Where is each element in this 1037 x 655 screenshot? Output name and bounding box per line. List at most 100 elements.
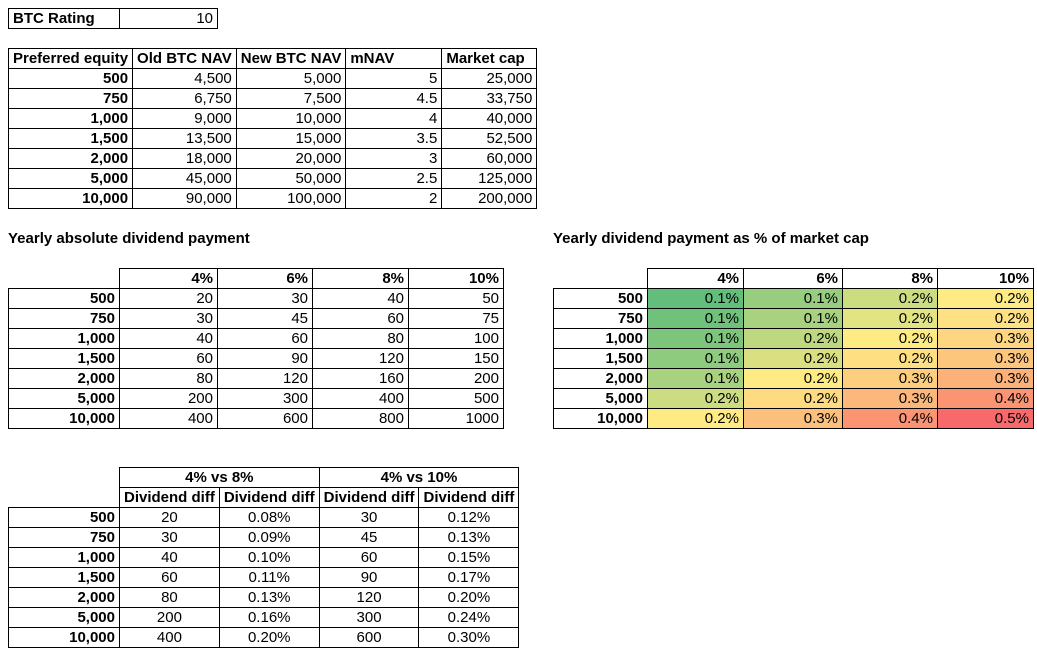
row-label-cell[interactable]: 1,000 (553, 328, 648, 349)
value-cell[interactable]: 4 (345, 108, 443, 129)
value-cell[interactable]: 600 (217, 408, 313, 429)
row-label-cell[interactable]: 10,000 (553, 408, 648, 429)
row-label-cell[interactable]: 5,000 (7, 168, 134, 189)
value-cell[interactable]: 4.5 (345, 88, 443, 109)
value-cell[interactable]: 90 (217, 348, 313, 369)
value-cell[interactable]: 45 (217, 308, 313, 329)
value-cell[interactable]: 800 (312, 408, 409, 429)
column-header-old-btc-nav[interactable]: Old BTC NAV (132, 48, 237, 69)
column-header-8pct[interactable]: 8% (842, 268, 938, 289)
value-cell[interactable]: 40,000 (441, 108, 538, 129)
value-cell[interactable]: 0.1% (647, 368, 744, 389)
value-cell[interactable]: 6,750 (132, 88, 237, 109)
value-cell[interactable]: 0.13% (418, 527, 520, 548)
btc-rating-label-cell[interactable]: BTC Rating (8, 8, 120, 29)
group-header-4-vs-8[interactable]: 4% vs 8% (119, 467, 320, 488)
value-cell[interactable]: 2 (345, 188, 443, 209)
row-label-cell[interactable]: 500 (8, 288, 120, 309)
value-cell[interactable]: 300 (217, 388, 313, 409)
value-cell[interactable]: 0.08% (218, 507, 320, 528)
row-label-cell[interactable]: 2,000 (8, 368, 120, 389)
row-label-cell[interactable]: 1,000 (8, 547, 120, 568)
column-header-8pct[interactable]: 8% (312, 268, 409, 289)
row-label-cell[interactable]: 10,000 (8, 408, 120, 429)
value-cell[interactable]: 0.2% (937, 308, 1034, 329)
row-label-cell[interactable]: 1,500 (7, 128, 134, 149)
value-cell[interactable]: 100 (408, 328, 504, 349)
value-cell[interactable]: 60 (119, 348, 218, 369)
row-label-cell[interactable]: 1,500 (8, 348, 120, 369)
row-label-cell[interactable]: 750 (553, 308, 648, 329)
value-cell[interactable]: 20,000 (235, 148, 347, 169)
value-cell[interactable]: 160 (312, 368, 409, 389)
value-cell[interactable]: 10,000 (235, 108, 347, 129)
value-cell[interactable]: 0.2% (842, 308, 938, 329)
row-label-cell[interactable]: 2,000 (7, 148, 134, 169)
column-header-dividend-diff[interactable]: Dividend diff (418, 487, 520, 508)
value-cell[interactable]: 0.20% (218, 627, 320, 648)
value-cell[interactable]: 25,000 (441, 68, 538, 89)
value-cell[interactable]: 500 (408, 388, 504, 409)
value-cell[interactable]: 200,000 (441, 188, 538, 209)
value-cell[interactable]: 50,000 (235, 168, 347, 189)
value-cell[interactable]: 30 (119, 527, 220, 548)
value-cell[interactable]: 2.5 (345, 168, 443, 189)
row-label-cell[interactable]: 1,000 (8, 328, 120, 349)
value-cell[interactable]: 0.2% (743, 328, 843, 349)
value-cell[interactable]: 0.1% (647, 308, 744, 329)
value-cell[interactable]: 15,000 (235, 128, 347, 149)
value-cell[interactable]: 0.3% (937, 348, 1034, 369)
value-cell[interactable]: 0.16% (218, 607, 320, 628)
column-header-dividend-diff[interactable]: Dividend diff (318, 487, 420, 508)
value-cell[interactable]: 0.2% (743, 368, 843, 389)
value-cell[interactable]: 3 (345, 148, 443, 169)
value-cell[interactable]: 400 (119, 627, 220, 648)
row-label-cell[interactable]: 2,000 (553, 368, 648, 389)
value-cell[interactable]: 300 (318, 607, 420, 628)
row-label-cell[interactable]: 5,000 (8, 607, 120, 628)
value-cell[interactable]: 3.5 (345, 128, 443, 149)
value-cell[interactable]: 7,500 (235, 88, 347, 109)
value-cell[interactable]: 0.17% (418, 567, 520, 588)
value-cell[interactable]: 400 (312, 388, 409, 409)
value-cell[interactable]: 18,000 (132, 148, 237, 169)
column-header-10pct[interactable]: 10% (408, 268, 504, 289)
value-cell[interactable]: 0.2% (842, 348, 938, 369)
column-header-market-cap[interactable]: Market cap (441, 48, 538, 69)
value-cell[interactable]: 80 (312, 328, 409, 349)
value-cell[interactable]: 30 (119, 308, 218, 329)
value-cell[interactable]: 45 (318, 527, 420, 548)
value-cell[interactable]: 0.3% (937, 328, 1034, 349)
value-cell[interactable]: 80 (119, 587, 220, 608)
value-cell[interactable]: 40 (119, 547, 220, 568)
value-cell[interactable]: 0.1% (647, 288, 744, 309)
column-header-new-btc-nav[interactable]: New BTC NAV (235, 48, 347, 69)
value-cell[interactable]: 20 (119, 507, 220, 528)
value-cell[interactable]: 60 (217, 328, 313, 349)
value-cell[interactable]: 1000 (408, 408, 504, 429)
value-cell[interactable]: 100,000 (235, 188, 347, 209)
value-cell[interactable]: 0.1% (743, 288, 843, 309)
value-cell[interactable]: 13,500 (132, 128, 237, 149)
value-cell[interactable]: 0.2% (743, 388, 843, 409)
value-cell[interactable]: 0.4% (842, 408, 938, 429)
value-cell[interactable]: 20 (119, 288, 218, 309)
value-cell[interactable]: 200 (119, 607, 220, 628)
value-cell[interactable]: 0.09% (218, 527, 320, 548)
btc-rating-value-cell[interactable]: 10 (119, 8, 218, 29)
row-label-cell[interactable]: 500 (553, 288, 648, 309)
value-cell[interactable]: 5,000 (235, 68, 347, 89)
value-cell[interactable]: 0.2% (937, 288, 1034, 309)
row-label-cell[interactable]: 5,000 (8, 388, 120, 409)
column-header-dividend-diff[interactable]: Dividend diff (218, 487, 320, 508)
row-label-cell[interactable]: 1,500 (553, 348, 648, 369)
value-cell[interactable]: 0.3% (842, 368, 938, 389)
value-cell[interactable]: 400 (119, 408, 218, 429)
value-cell[interactable]: 0.2% (743, 348, 843, 369)
value-cell[interactable]: 60 (318, 547, 420, 568)
value-cell[interactable]: 120 (217, 368, 313, 389)
value-cell[interactable]: 0.5% (937, 408, 1034, 429)
value-cell[interactable]: 9,000 (132, 108, 237, 129)
value-cell[interactable]: 0.20% (418, 587, 520, 608)
value-cell[interactable]: 0.2% (647, 388, 744, 409)
